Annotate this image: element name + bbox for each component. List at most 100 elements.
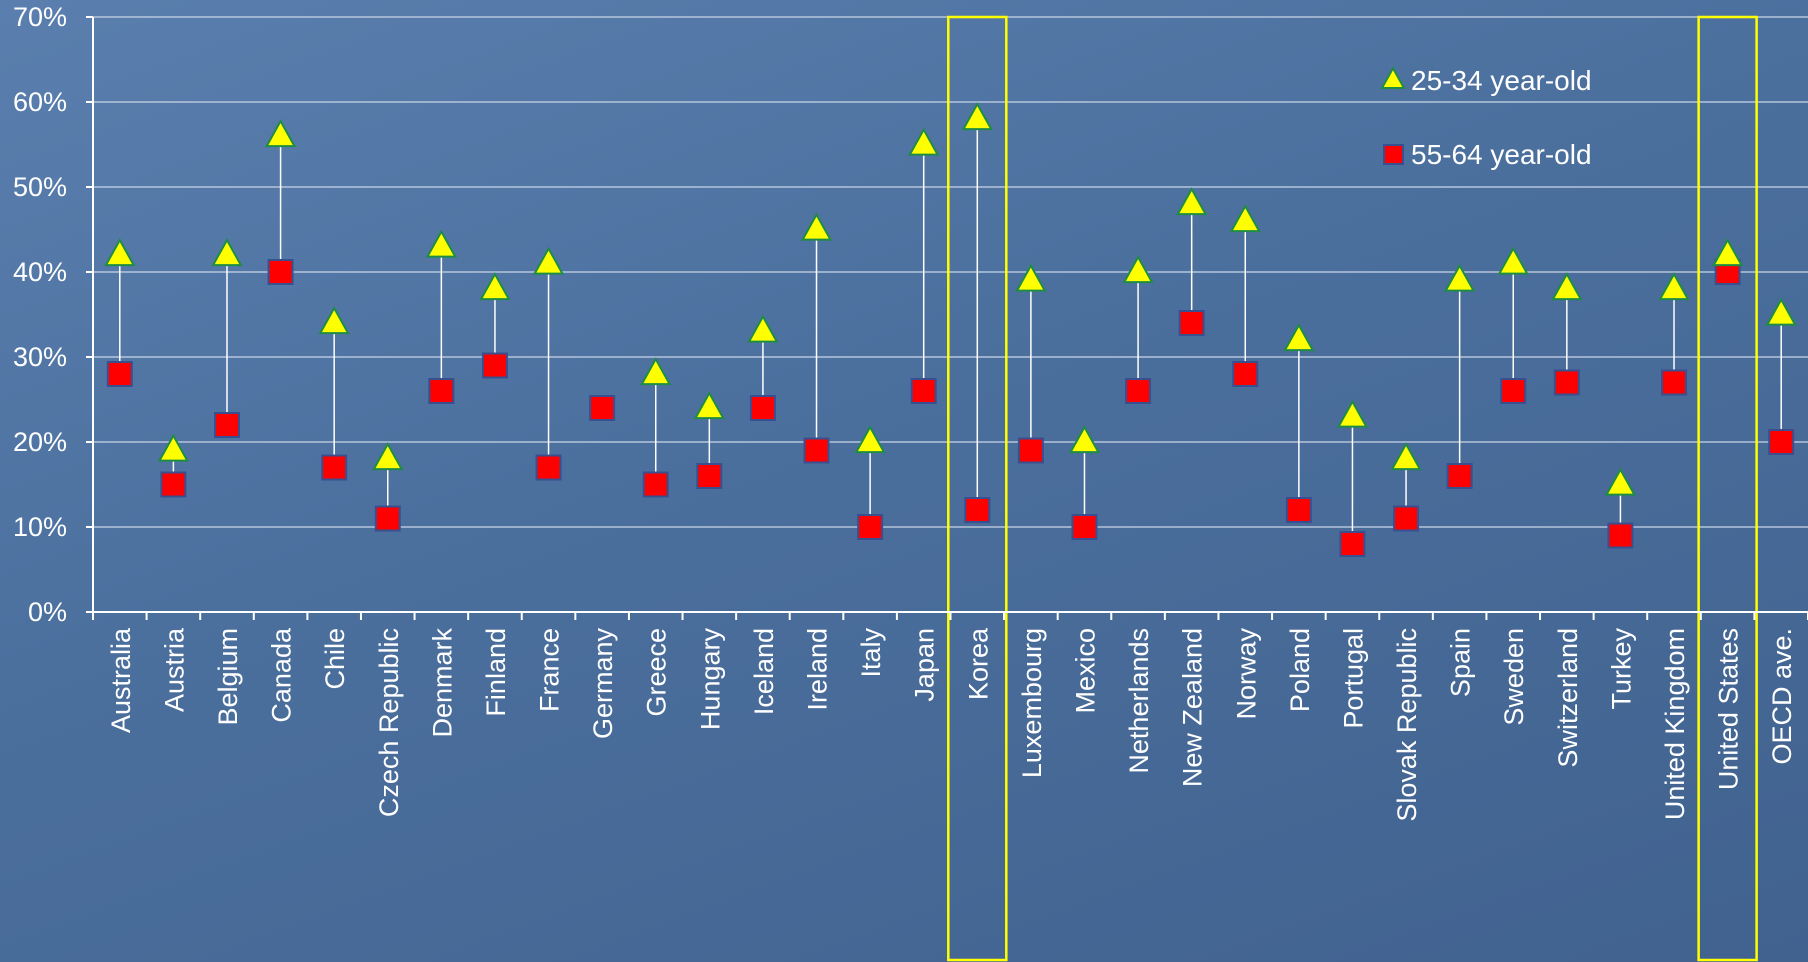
connector-lines — [119, 119, 1782, 544]
x-tick-label-austria: Austria — [159, 627, 189, 712]
marker-55-64-austria — [160, 471, 187, 498]
marker-25-34-united-kingdom — [1658, 272, 1690, 301]
marker-55-64-finland — [481, 352, 508, 379]
legend-square-icon — [1383, 144, 1404, 165]
legend: 25-34 year-old 55-64 year-old — [1380, 65, 1592, 170]
marker-25-34-greece — [640, 357, 672, 386]
x-tick-label-united-kingdom: United Kingdom — [1660, 628, 1690, 820]
marker-25-34-slovak-republic — [1390, 442, 1422, 471]
marker-25-34-ireland — [800, 212, 833, 241]
highlight-box-korea — [947, 15, 1008, 962]
x-tick-label-portugal: Portugal — [1338, 628, 1368, 729]
marker-55-64-czech-republic — [374, 505, 401, 532]
marker-25-34-chile — [318, 306, 350, 335]
x-tick-label-luxembourg: Luxembourg — [1017, 628, 1047, 778]
x-tick-label-canada: Canada — [267, 627, 297, 723]
marker-25-34-australia — [104, 238, 136, 267]
x-tick-label-chile: Chile — [320, 628, 350, 690]
axes: 0% 10% 20% 30% 40% 50% 60% 70% Australia Austria B… — [13, 2, 1808, 822]
marker-25-34-hungary — [693, 391, 725, 420]
marker-55-64-ireland — [803, 437, 830, 464]
x-tick-label-denmark: Denmark — [427, 628, 457, 738]
marker-55-64-portugal — [1339, 531, 1366, 557]
x-tick-label-united-states: United States — [1714, 628, 1744, 790]
marker-55-64-sweden — [1500, 378, 1527, 404]
legend-label-55-64: 55-64 year-old — [1411, 139, 1592, 170]
marker-55-64-belgium — [213, 412, 240, 438]
x-tick-label-greece: Greece — [642, 628, 672, 717]
x-tick-label-turkey: Turkey — [1606, 628, 1636, 710]
x-tick-label-slovak-republic: Slovak Republic — [1392, 628, 1422, 822]
x-tick-label-finland: Finland — [481, 628, 511, 717]
marker-55-64-switzerland — [1553, 369, 1580, 396]
marker-25-34-new-zealand — [1176, 187, 1208, 216]
y-tick-label: 30% — [13, 342, 67, 372]
x-tick-label-new-zealand: New Zealand — [1178, 628, 1208, 787]
marker-55-64-turkey — [1607, 522, 1634, 549]
x-tick-label-netherlands: Netherlands — [1124, 628, 1154, 774]
x-tick-label-hungary: Hungary — [695, 628, 725, 731]
marker-55-64-norway — [1232, 361, 1259, 387]
marker-25-34-oecd-ave — [1765, 297, 1797, 326]
y-tick-label: 50% — [13, 172, 67, 202]
marker-55-64-korea — [964, 497, 991, 523]
marker-55-64-united-kingdom — [1661, 369, 1688, 396]
marker-55-64-luxembourg — [1017, 437, 1044, 464]
x-tick-label-belgium: Belgium — [213, 628, 243, 726]
x-tick-label-switzerland: Switzerland — [1553, 628, 1583, 768]
y-tick-label: 70% — [13, 2, 67, 32]
x-tick-label-italy: Italy — [856, 628, 886, 678]
marker-25-34-iceland — [747, 314, 779, 343]
y-tick-label: 40% — [13, 257, 67, 287]
marker-55-64-chile — [321, 454, 348, 481]
marker-55-64-new-zealand — [1178, 310, 1205, 336]
x-tick-label-czech-republic: Czech Republic — [374, 628, 404, 817]
marker-25-34-netherlands — [1122, 255, 1154, 284]
x-tick-label-poland: Poland — [1285, 628, 1315, 712]
marker-55-64-slovak-republic — [1393, 505, 1420, 532]
x-tick-label-australia: Australia — [106, 627, 136, 733]
marker-55-64-japan — [910, 378, 937, 404]
marker-25-34-canada — [264, 119, 297, 148]
marker-55-64-canada — [267, 259, 294, 285]
legend-triangle-icon — [1380, 66, 1406, 89]
marker-55-64-denmark — [428, 378, 455, 404]
marker-55-64-oecd-ave — [1768, 429, 1795, 455]
marker-25-34-poland — [1283, 323, 1315, 352]
marker-55-64-iceland — [749, 395, 776, 421]
marker-25-34-spain — [1444, 263, 1476, 292]
x-tick-label-mexico: Mexico — [1070, 628, 1100, 714]
marker-25-34-mexico — [1068, 425, 1101, 454]
legend-label-25-34: 25-34 year-old — [1411, 65, 1592, 96]
marker-25-34-united-states — [1711, 238, 1744, 267]
y-tick-label: 10% — [13, 512, 67, 542]
y-tick-label: 0% — [28, 597, 67, 627]
marker-25-34-france — [532, 246, 565, 275]
marker-25-34-portugal — [1336, 399, 1369, 428]
marker-25-34-turkey — [1604, 467, 1637, 496]
x-tick-label-ireland: Ireland — [803, 628, 833, 711]
marker-25-34-switzerland — [1551, 272, 1583, 301]
x-tick-label-spain: Spain — [1446, 628, 1476, 697]
marker-25-34-czech-republic — [372, 442, 404, 471]
marker-25-34-korea — [961, 102, 993, 131]
y-tick-label: 60% — [13, 87, 67, 117]
x-tick-label-norway: Norway — [1231, 628, 1261, 720]
marker-55-64-netherlands — [1125, 378, 1152, 404]
marker-55-64-mexico — [1071, 514, 1098, 540]
marker-55-64-italy — [857, 514, 884, 540]
marker-25-34-norway — [1229, 204, 1261, 233]
x-tick-label-korea: Korea — [963, 627, 993, 700]
marker-55-64-spain — [1446, 463, 1473, 489]
marker-55-64-australia — [106, 361, 133, 387]
marker-25-34-luxembourg — [1015, 263, 1047, 292]
x-tick-label-japan: Japan — [910, 628, 940, 702]
marker-25-34-austria — [157, 433, 190, 462]
marker-25-34-italy — [854, 425, 886, 454]
marker-25-34-belgium — [211, 238, 243, 267]
x-tick-label-oecd-ave: OECD ave. — [1767, 628, 1797, 765]
marker-25-34-denmark — [425, 229, 457, 258]
x-tick-label-germany: Germany — [588, 628, 618, 740]
marker-25-34-sweden — [1497, 246, 1529, 275]
